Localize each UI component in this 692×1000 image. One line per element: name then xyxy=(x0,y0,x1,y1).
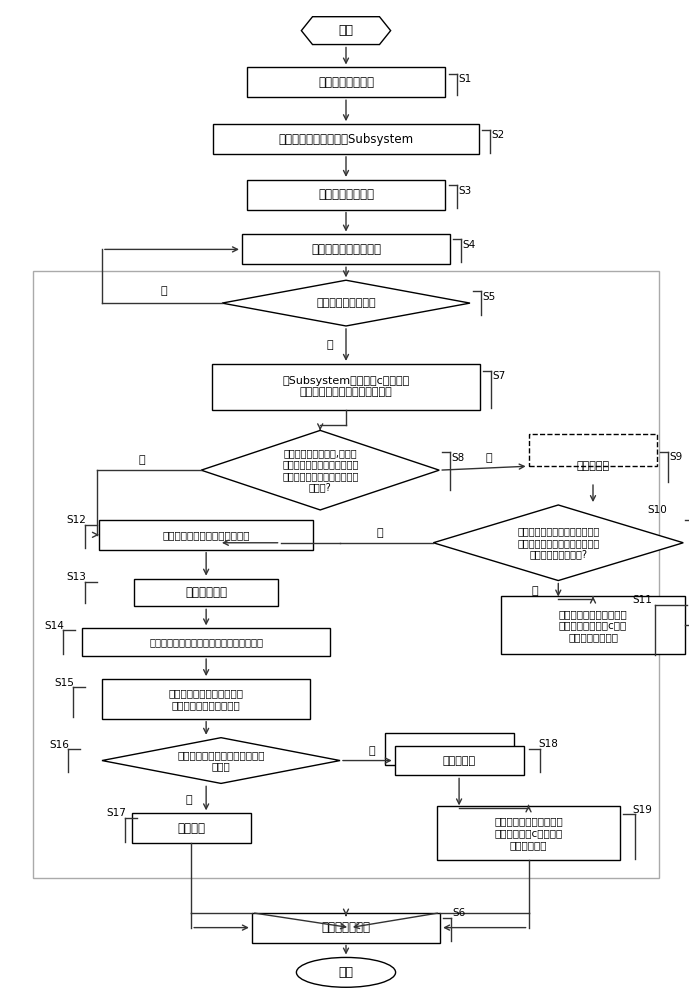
Text: 结束: 结束 xyxy=(338,966,354,979)
Text: 是: 是 xyxy=(138,455,145,465)
Text: 选择待执行的测试用例: 选择待执行的测试用例 xyxy=(311,243,381,256)
Text: 将搜索结果不满足条件的
信号写入文档中第c条用
例执行过程信息中: 将搜索结果不满足条件的 信号写入文档中第c条用 例执行过程信息中 xyxy=(558,609,628,642)
Polygon shape xyxy=(433,505,683,581)
Text: 测试未通过: 测试未通过 xyxy=(576,461,610,471)
Text: 配置模型软件参数: 配置模型软件参数 xyxy=(318,76,374,89)
FancyBboxPatch shape xyxy=(247,180,445,210)
Text: S1: S1 xyxy=(458,74,472,84)
Text: S2: S2 xyxy=(491,130,504,140)
FancyBboxPatch shape xyxy=(82,628,330,656)
Text: 创建可读写的文档: 创建可读写的文档 xyxy=(318,188,374,201)
Text: S10: S10 xyxy=(648,505,667,515)
Text: 否: 否 xyxy=(531,586,538,596)
Text: 待观测信号中所有信号仿真结果
都正确: 待观测信号中所有信号仿真结果 都正确 xyxy=(177,750,265,771)
Text: S3: S3 xyxy=(458,186,472,196)
Text: 针对所有待观测信号,搜索结
果中有且只有一个对象的名称
与测试用例相应待观测信号命
名相同?: 针对所有待观测信号,搜索结 果中有且只有一个对象的名称 与测试用例相应待观测信号… xyxy=(282,448,358,493)
Text: S17: S17 xyxy=(106,808,126,818)
Text: S19: S19 xyxy=(632,805,653,815)
Text: 测试通过: 测试通过 xyxy=(177,822,206,835)
Text: S8: S8 xyxy=(451,453,465,463)
Text: 对仿真结果中的所有信号与
预期结果对比判断正确性: 对仿真结果中的所有信号与 预期结果对比判断正确性 xyxy=(169,688,244,710)
Text: S5: S5 xyxy=(482,292,495,302)
Bar xyxy=(33,271,659,878)
Text: 是: 是 xyxy=(186,795,192,805)
FancyBboxPatch shape xyxy=(134,579,278,606)
Text: 所有用例是否执行完: 所有用例是否执行完 xyxy=(316,298,376,308)
Text: S15: S15 xyxy=(55,678,74,688)
Text: 保存并关闭文档: 保存并关闭文档 xyxy=(322,921,370,934)
Polygon shape xyxy=(201,430,439,510)
FancyBboxPatch shape xyxy=(247,67,445,97)
FancyBboxPatch shape xyxy=(213,124,479,154)
Text: 否: 否 xyxy=(327,340,334,350)
Text: S18: S18 xyxy=(538,739,558,749)
Text: 测试未通过: 测试未通过 xyxy=(442,756,475,766)
Text: S7: S7 xyxy=(492,371,505,381)
Text: S12: S12 xyxy=(66,515,86,525)
Text: 是: 是 xyxy=(160,286,167,296)
Text: S11: S11 xyxy=(632,595,653,605)
Polygon shape xyxy=(301,17,391,45)
Text: S6: S6 xyxy=(453,908,466,918)
FancyBboxPatch shape xyxy=(242,234,450,264)
Text: 否: 否 xyxy=(368,746,375,756)
Text: S4: S4 xyxy=(462,240,475,250)
FancyBboxPatch shape xyxy=(437,806,620,860)
Polygon shape xyxy=(222,280,470,326)
FancyBboxPatch shape xyxy=(385,733,513,765)
Text: 选择待分析信号所在的Subsystem: 选择待分析信号所在的Subsystem xyxy=(278,133,414,146)
FancyBboxPatch shape xyxy=(501,596,685,654)
Ellipse shape xyxy=(296,957,396,987)
Polygon shape xyxy=(102,738,340,783)
Text: 对满足条件的对象属性进行配置: 对满足条件的对象属性进行配置 xyxy=(163,530,250,540)
FancyBboxPatch shape xyxy=(100,520,313,550)
Text: 将属性被配置过的对象属性恢复成原始状态: 将属性被配置过的对象属性恢复成原始状态 xyxy=(149,637,263,647)
Text: 在Subsystem中搜索第c条用例中
所有待观测信号命名相同的对象: 在Subsystem中搜索第c条用例中 所有待观测信号命名相同的对象 xyxy=(282,376,410,397)
Text: 将仿真结果不正确的信号
写入文档中第c条用例执
行过程信息中: 将仿真结果不正确的信号 写入文档中第c条用例执 行过程信息中 xyxy=(494,817,563,850)
FancyBboxPatch shape xyxy=(102,679,310,719)
FancyBboxPatch shape xyxy=(212,364,480,410)
Text: 开始: 开始 xyxy=(338,24,354,37)
Text: 是: 是 xyxy=(376,528,383,538)
FancyBboxPatch shape xyxy=(394,746,524,775)
Text: 仿真模型软件: 仿真模型软件 xyxy=(185,586,227,599)
Text: 否: 否 xyxy=(486,453,492,463)
FancyBboxPatch shape xyxy=(131,813,251,843)
Text: S13: S13 xyxy=(66,572,86,582)
Text: S16: S16 xyxy=(49,740,69,750)
Text: 在搜索结果中至少存在一个有且
只有一个对象的名称与测试用例
待观测信号命名相同?: 在搜索结果中至少存在一个有且 只有一个对象的名称与测试用例 待观测信号命名相同? xyxy=(517,526,599,559)
FancyBboxPatch shape xyxy=(529,434,657,466)
FancyBboxPatch shape xyxy=(252,913,440,943)
Text: S9: S9 xyxy=(670,452,683,462)
Text: S14: S14 xyxy=(44,621,64,631)
